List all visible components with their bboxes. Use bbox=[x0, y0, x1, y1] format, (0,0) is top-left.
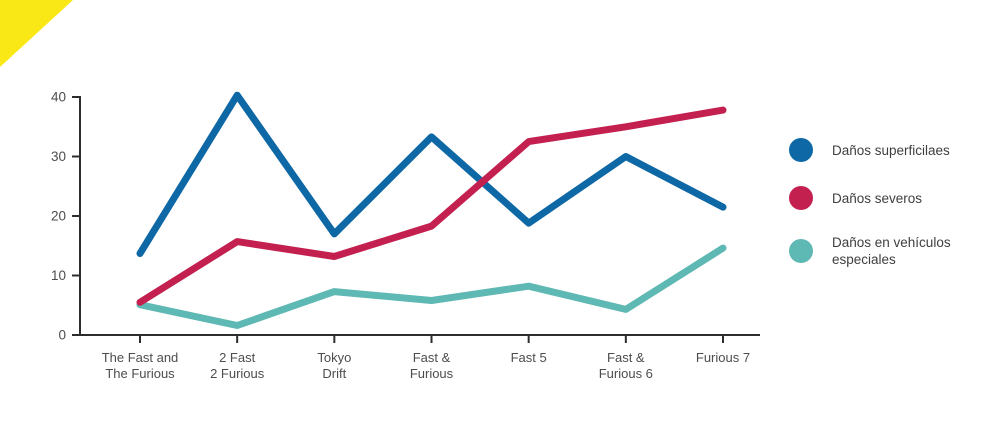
legend-label: Daños severos bbox=[832, 190, 923, 206]
x-tick-label: The Fast and The Furious bbox=[102, 350, 179, 381]
x-tick-label: 2 Fast 2 Furious bbox=[210, 350, 265, 381]
x-tick-label: Tokyo Drift bbox=[317, 350, 351, 381]
x-tick-label: Fast & Furious 6 bbox=[599, 350, 653, 381]
series-line-1 bbox=[136, 106, 727, 306]
y-tick-label: 30 bbox=[51, 149, 66, 164]
legend-item-superficiales: Daños superficilaes bbox=[789, 138, 951, 162]
y-tick-label: 40 bbox=[51, 90, 66, 105]
series-line-0 bbox=[136, 91, 727, 257]
y-tick-label: 20 bbox=[51, 209, 66, 224]
legend-swatch-blue-icon bbox=[789, 138, 813, 162]
legend-swatch-teal-icon bbox=[789, 239, 813, 263]
y-tick-label: 10 bbox=[51, 268, 66, 283]
x-tick-label: Furious 7 bbox=[696, 350, 750, 365]
x-tick-label: Fast & Furious bbox=[410, 350, 454, 381]
legend-item-severos: Daños severos bbox=[789, 186, 951, 210]
y-tick-label: 0 bbox=[58, 328, 66, 343]
chart-legend: Daños superficilaes Daños severos Daños … bbox=[789, 138, 951, 268]
legend-label: Daños en vehículos especiales bbox=[832, 235, 951, 267]
legend-swatch-red-icon bbox=[789, 186, 813, 210]
series-line-2 bbox=[136, 244, 727, 329]
legend-label: Daños superficilaes bbox=[832, 142, 950, 158]
legend-item-especiales: Daños en vehículos especiales bbox=[789, 234, 951, 268]
x-tick-label: Fast 5 bbox=[511, 350, 547, 365]
